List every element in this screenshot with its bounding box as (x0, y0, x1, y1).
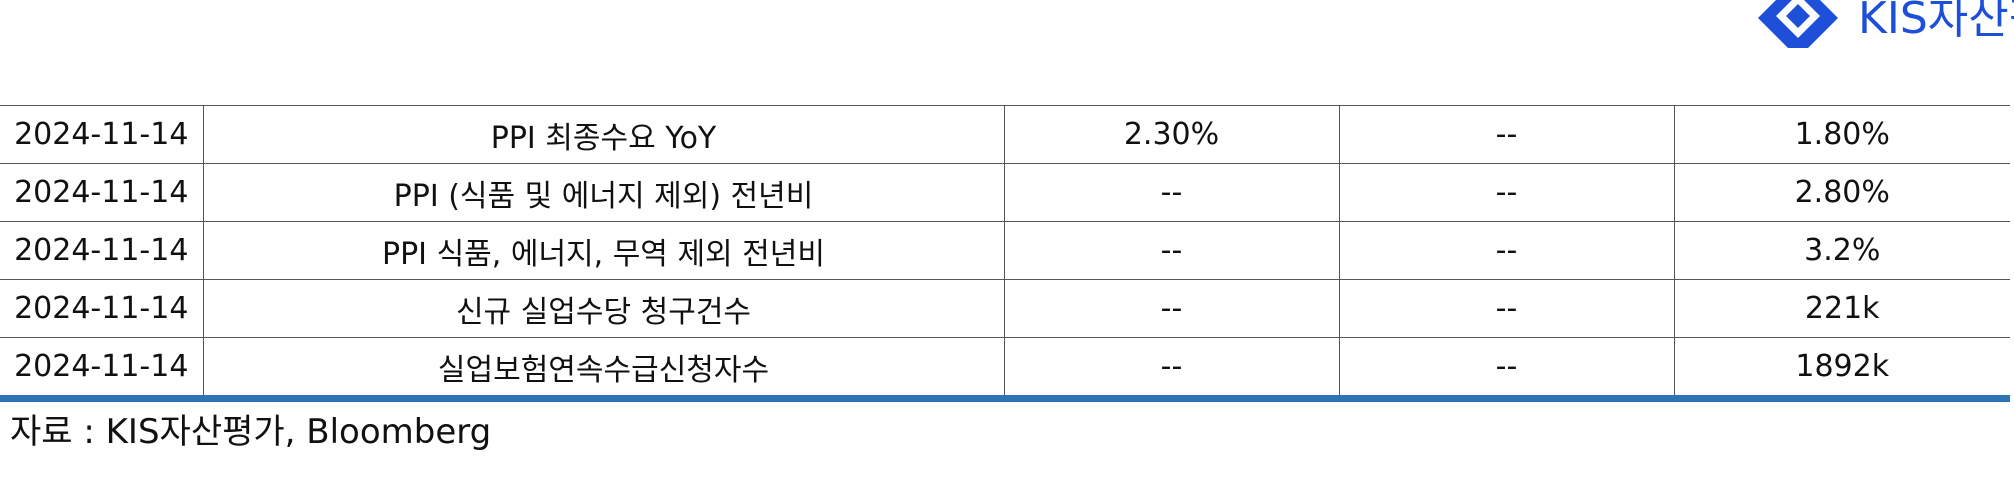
actual-cell: 2.30% (1003, 105, 1339, 164)
date-cell: 2024-11-14 (0, 105, 203, 164)
table-row: 2024-11-14 신규 실업수당 청구건수 -- -- 221k (0, 279, 2010, 338)
indicator-cell: 실업보험연속수급신청자수 (202, 337, 1004, 402)
forecast-cell: -- (1338, 221, 1674, 280)
table-row: 2024-11-14 PPI 최종수요 YoY 2.30% -- 1.80% (0, 105, 2010, 164)
kis-diamond-logo-icon (1758, 0, 1838, 48)
indicator-cell: PPI (식품 및 에너지 제외) 전년비 (202, 163, 1004, 222)
previous-cell: 1892k (1673, 337, 2010, 402)
actual-cell: -- (1003, 279, 1339, 338)
indicator-cell: PPI 식품, 에너지, 무역 제외 전년비 (202, 221, 1004, 280)
table-row: 2024-11-14 PPI 식품, 에너지, 무역 제외 전년비 -- -- … (0, 221, 2010, 280)
previous-cell: 2.80% (1673, 163, 2010, 222)
forecast-cell: -- (1338, 337, 1674, 402)
date-cell: 2024-11-14 (0, 279, 203, 338)
actual-cell: -- (1003, 163, 1339, 222)
actual-cell: -- (1003, 337, 1339, 402)
economic-calendar-table: 2024-11-14 PPI 최종수요 YoY 2.30% -- 1.80% 2… (0, 105, 2010, 402)
date-cell: 2024-11-14 (0, 163, 203, 222)
indicator-cell: PPI 최종수요 YoY (202, 105, 1004, 164)
table-row: 2024-11-14 PPI (식품 및 에너지 제외) 전년비 -- -- 2… (0, 163, 2010, 222)
previous-cell: 3.2% (1673, 221, 2010, 280)
date-cell: 2024-11-14 (0, 221, 203, 280)
table-row: 2024-11-14 실업보험연속수급신청자수 -- -- 1892k (0, 337, 2010, 402)
previous-cell: 221k (1673, 279, 2010, 338)
logo-text: KIS자산평가 (1858, 0, 2014, 44)
forecast-cell: -- (1338, 105, 1674, 164)
forecast-cell: -- (1338, 279, 1674, 338)
indicator-cell: 신규 실업수당 청구건수 (202, 279, 1004, 338)
source-note: 자료 : KIS자산평가, Bloomberg (10, 412, 492, 452)
forecast-cell: -- (1338, 163, 1674, 222)
kis-logo: KIS자산평가 (1748, 0, 2014, 48)
date-cell: 2024-11-14 (0, 337, 203, 402)
actual-cell: -- (1003, 221, 1339, 280)
previous-cell: 1.80% (1673, 105, 2010, 164)
